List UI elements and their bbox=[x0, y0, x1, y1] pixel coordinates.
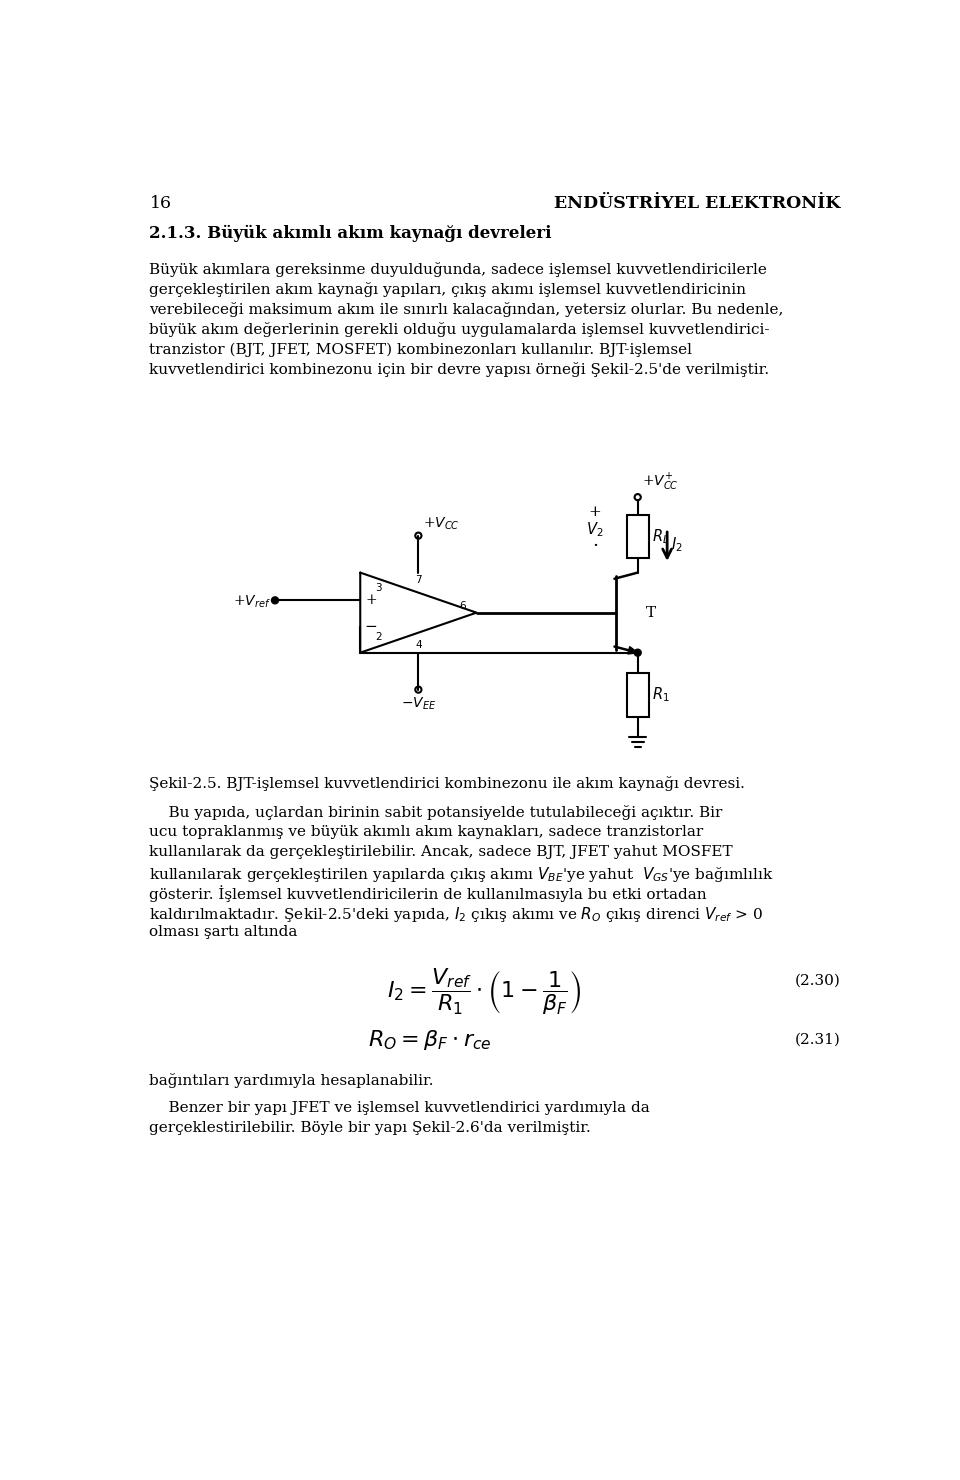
Text: kullanılarak gerçekleştirilen yapılarda çıkış akımı $V_{BE}$'ye yahut  $V_{GS}$': kullanılarak gerçekleştirilen yapılarda … bbox=[150, 866, 774, 884]
Circle shape bbox=[635, 650, 641, 656]
Text: $I_2 = \dfrac{V_{ref}}{R_1} \cdot \left(1 - \dfrac{1}{\beta_F}\right)$: $I_2 = \dfrac{V_{ref}}{R_1} \cdot \left(… bbox=[387, 966, 582, 1017]
Text: T: T bbox=[645, 605, 656, 620]
Text: Bu yapıda, uçlardan birinin sabit potansiyelde tutulabileceği açıktır. Bir: Bu yapıda, uçlardan birinin sabit potans… bbox=[150, 805, 723, 820]
Circle shape bbox=[272, 596, 278, 604]
Text: kaldırılmaktadır. Şekil-2.5'deki yapıda, $I_2$ çıkış akımı ve $R_O$ çıkış direnc: kaldırılmaktadır. Şekil-2.5'deki yapıda,… bbox=[150, 906, 764, 924]
Text: Büyük akımlara gereksinme duyulduğunda, sadece işlemsel kuvvetlendiricilerle: Büyük akımlara gereksinme duyulduğunda, … bbox=[150, 262, 767, 277]
Text: Şekil-2.5. BJT-işlemsel kuvvetlendirici kombinezonu ile akım kaynağı devresi.: Şekil-2.5. BJT-işlemsel kuvvetlendirici … bbox=[150, 776, 745, 790]
Text: 2: 2 bbox=[375, 632, 382, 642]
Text: 2.1.3. Büyük akımlı akım kaynağı devreleri: 2.1.3. Büyük akımlı akım kaynağı devrele… bbox=[150, 225, 552, 243]
Text: ucu topraklanmış ve büyük akımlı akım kaynakları, sadece tranzistorlar: ucu topraklanmış ve büyük akımlı akım ka… bbox=[150, 826, 704, 839]
Text: 3: 3 bbox=[375, 583, 382, 593]
Text: 4: 4 bbox=[415, 639, 421, 650]
Text: bağıntıları yardımıyla hesaplanabilir.: bağıntıları yardımıyla hesaplanabilir. bbox=[150, 1073, 434, 1088]
Text: (2.31): (2.31) bbox=[795, 1032, 841, 1046]
Text: $R_O = \beta_F \cdot r_{ce}$: $R_O = \beta_F \cdot r_{ce}$ bbox=[368, 1029, 492, 1052]
Text: +: + bbox=[366, 593, 377, 607]
Text: $R_L$: $R_L$ bbox=[652, 527, 669, 546]
Text: 6: 6 bbox=[459, 601, 466, 611]
Text: 7: 7 bbox=[415, 576, 421, 585]
Text: +: + bbox=[588, 505, 602, 519]
Text: büyük akım değerlerinin gerekli olduğu uygulamalarda işlemsel kuvvetlendirici-: büyük akım değerlerinin gerekli olduğu u… bbox=[150, 323, 770, 337]
Polygon shape bbox=[628, 647, 637, 654]
Text: kullanılarak da gerçekleştirilebilir. Ancak, sadece BJT, JFET yahut MOSFET: kullanılarak da gerçekleştirilebilir. An… bbox=[150, 845, 733, 860]
Text: ENDÜSTRİYEL ELEKTRONİK: ENDÜSTRİYEL ELEKTRONİK bbox=[554, 194, 841, 212]
Bar bbox=[627, 673, 649, 716]
Text: gerçekleştirilen akım kaynağı yapıları, çıkış akımı işlemsel kuvvetlendiricinin: gerçekleştirilen akım kaynağı yapıları, … bbox=[150, 283, 747, 297]
Text: +$V_{ref}$: +$V_{ref}$ bbox=[232, 593, 271, 610]
Text: +$V_{CC}$: +$V_{CC}$ bbox=[423, 515, 460, 531]
Text: Benzer bir yapı JFET ve işlemsel kuvvetlendirici yardımıyla da: Benzer bir yapı JFET ve işlemsel kuvvetl… bbox=[150, 1101, 650, 1114]
Text: kuvvetlendirici kombinezonu için bir devre yapısı örneği Şekil-2.5'de verilmişti: kuvvetlendirici kombinezonu için bir dev… bbox=[150, 363, 770, 377]
Text: tranzistor (BJT, JFET, MOSFET) kombinezonları kullanılır. BJT-işlemsel: tranzistor (BJT, JFET, MOSFET) kombinezo… bbox=[150, 342, 692, 357]
Text: $R_1$: $R_1$ bbox=[652, 685, 669, 704]
Bar bbox=[627, 515, 649, 558]
Text: gösterir. İşlemsel kuvvetlendiricilerin de kullanılmasıyla bu etki ortadan: gösterir. İşlemsel kuvvetlendiricilerin … bbox=[150, 885, 708, 903]
Text: −$V_{EE}$: −$V_{EE}$ bbox=[400, 696, 436, 712]
Text: $I_2$: $I_2$ bbox=[671, 536, 683, 554]
Text: gerçeklestirilebilir. Böyle bir yapı Şekil-2.6'da verilmiştir.: gerçeklestirilebilir. Böyle bir yapı Şek… bbox=[150, 1120, 591, 1135]
Text: +$V_{CC}^{+}$: +$V_{CC}^{+}$ bbox=[642, 472, 679, 493]
Text: −: − bbox=[365, 620, 377, 633]
Text: $V_2$: $V_2$ bbox=[587, 519, 604, 539]
Text: olması şartı altında: olması şartı altında bbox=[150, 925, 298, 940]
Text: (2.30): (2.30) bbox=[795, 974, 841, 987]
Text: 16: 16 bbox=[150, 194, 172, 212]
Text: ·: · bbox=[592, 537, 598, 555]
Text: verebileceği maksimum akım ile sınırlı kalacağından, yetersiz olurlar. Bu nedenl: verebileceği maksimum akım ile sınırlı k… bbox=[150, 302, 783, 317]
